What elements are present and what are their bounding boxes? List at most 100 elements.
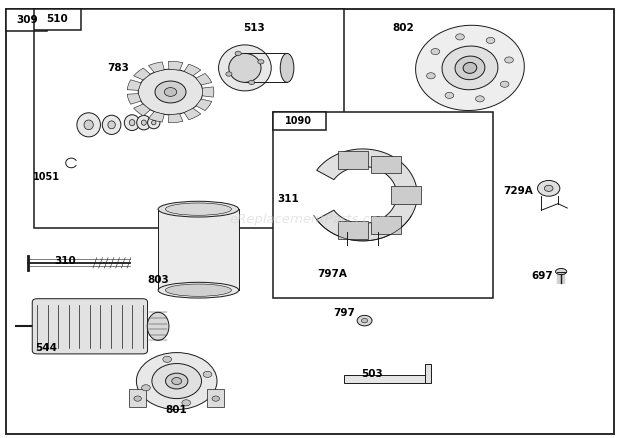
Ellipse shape	[141, 120, 146, 125]
Text: 802: 802	[392, 24, 414, 33]
Circle shape	[538, 180, 560, 196]
Text: 513: 513	[243, 24, 265, 33]
Text: eReplacementParts.com: eReplacementParts.com	[229, 212, 391, 226]
Ellipse shape	[151, 120, 156, 125]
Ellipse shape	[442, 46, 498, 90]
Circle shape	[141, 385, 150, 391]
Bar	[425, 364, 431, 383]
Ellipse shape	[463, 63, 477, 73]
Circle shape	[155, 81, 186, 103]
Text: 311: 311	[277, 194, 299, 204]
Bar	[34, 9, 81, 30]
Bar	[344, 375, 425, 383]
Circle shape	[172, 378, 182, 385]
Ellipse shape	[455, 56, 485, 80]
FancyBboxPatch shape	[129, 389, 146, 407]
Ellipse shape	[130, 120, 135, 126]
Circle shape	[226, 72, 232, 76]
FancyBboxPatch shape	[371, 216, 401, 234]
Polygon shape	[134, 104, 150, 116]
Ellipse shape	[166, 284, 231, 296]
FancyBboxPatch shape	[32, 299, 148, 354]
Polygon shape	[127, 80, 141, 90]
Ellipse shape	[158, 283, 239, 298]
Circle shape	[136, 353, 217, 410]
Ellipse shape	[229, 53, 261, 82]
Bar	[273, 112, 326, 130]
Bar	[273, 112, 493, 298]
Ellipse shape	[148, 312, 169, 340]
FancyBboxPatch shape	[371, 156, 401, 173]
Circle shape	[152, 364, 202, 399]
Circle shape	[500, 81, 509, 87]
Ellipse shape	[415, 25, 525, 110]
Circle shape	[505, 57, 513, 63]
Ellipse shape	[219, 45, 272, 91]
Circle shape	[138, 69, 203, 115]
Polygon shape	[149, 62, 164, 72]
Polygon shape	[317, 149, 417, 241]
Text: 801: 801	[166, 405, 188, 414]
Circle shape	[544, 185, 553, 191]
Circle shape	[476, 96, 484, 102]
Ellipse shape	[166, 203, 231, 215]
Circle shape	[166, 373, 188, 389]
Bar	[6, 9, 47, 31]
Text: 544: 544	[35, 343, 58, 353]
FancyBboxPatch shape	[207, 389, 224, 407]
Circle shape	[182, 400, 190, 406]
Ellipse shape	[556, 268, 567, 275]
FancyBboxPatch shape	[338, 221, 368, 239]
Circle shape	[456, 34, 464, 40]
Text: 797: 797	[333, 308, 355, 318]
Circle shape	[212, 396, 219, 401]
Polygon shape	[196, 99, 212, 111]
Text: 310: 310	[54, 256, 76, 265]
Polygon shape	[149, 112, 164, 122]
Text: 783: 783	[107, 63, 129, 73]
Ellipse shape	[148, 117, 160, 129]
Circle shape	[427, 73, 435, 79]
Circle shape	[357, 315, 372, 326]
Bar	[158, 209, 239, 290]
Text: 1090: 1090	[285, 116, 312, 126]
Text: 1051: 1051	[33, 173, 60, 182]
Circle shape	[361, 318, 368, 323]
Polygon shape	[202, 87, 214, 97]
Text: 309: 309	[16, 15, 37, 25]
Polygon shape	[169, 114, 183, 123]
Text: 803: 803	[147, 276, 169, 285]
Polygon shape	[184, 64, 201, 76]
Polygon shape	[184, 108, 201, 120]
FancyBboxPatch shape	[391, 186, 421, 204]
Circle shape	[203, 371, 212, 378]
Ellipse shape	[124, 115, 140, 131]
Circle shape	[445, 92, 454, 99]
Ellipse shape	[84, 120, 93, 130]
Ellipse shape	[280, 53, 294, 82]
Polygon shape	[196, 73, 212, 85]
Circle shape	[164, 88, 177, 96]
Polygon shape	[134, 68, 150, 80]
Circle shape	[134, 396, 141, 401]
Circle shape	[258, 60, 264, 64]
Ellipse shape	[102, 115, 121, 134]
Text: 503: 503	[361, 370, 383, 379]
Text: 697: 697	[531, 271, 554, 281]
Ellipse shape	[158, 201, 239, 217]
Text: 797A: 797A	[317, 269, 347, 279]
Polygon shape	[127, 94, 141, 104]
Circle shape	[431, 49, 440, 55]
Ellipse shape	[77, 113, 100, 137]
Circle shape	[163, 356, 172, 362]
Polygon shape	[169, 61, 183, 70]
Text: 729A: 729A	[503, 186, 533, 195]
Text: 510: 510	[46, 14, 68, 24]
Bar	[34, 9, 344, 228]
FancyBboxPatch shape	[338, 151, 368, 169]
Ellipse shape	[136, 116, 151, 130]
Ellipse shape	[108, 121, 115, 129]
Circle shape	[486, 37, 495, 43]
Circle shape	[235, 51, 241, 56]
Circle shape	[249, 80, 255, 85]
